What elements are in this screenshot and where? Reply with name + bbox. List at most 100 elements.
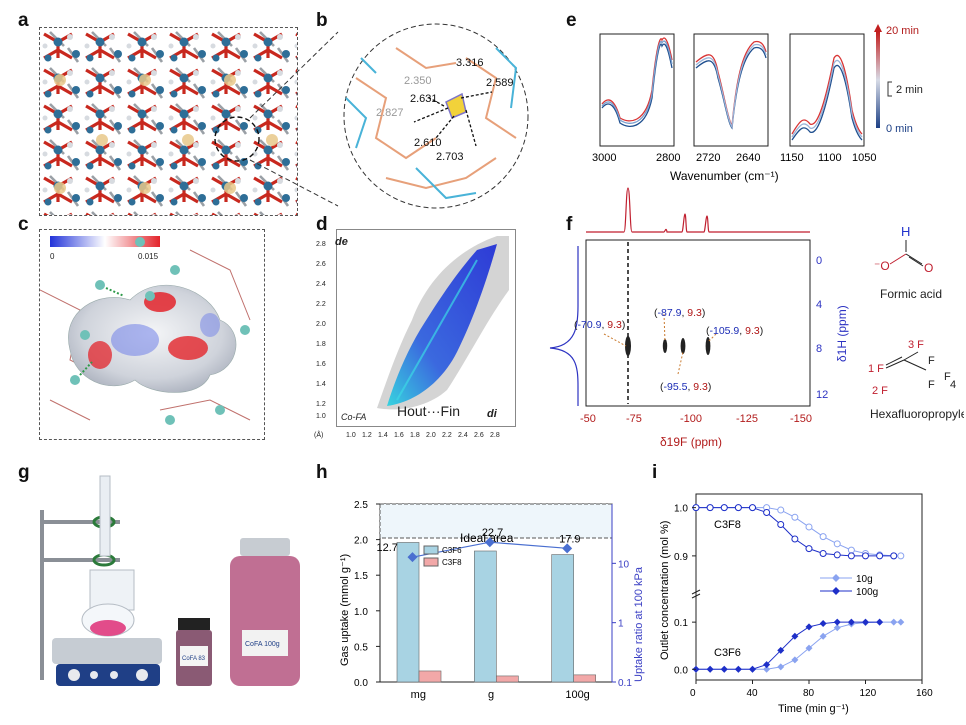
- point-c3f8-100g: [706, 504, 714, 512]
- panel-label-h: h: [316, 462, 328, 483]
- svg-text:3 F: 3 F: [908, 339, 924, 351]
- crystal-structure-svg: [40, 28, 297, 215]
- nmr-ytick: 0: [816, 255, 822, 267]
- point-c3f6-100g: [749, 665, 756, 673]
- x-tick-label: 40: [747, 688, 759, 699]
- bar-c3f8-100g: [573, 674, 596, 683]
- distance-label-3: 2.589: [486, 77, 514, 89]
- point-c3f8-100g: [890, 552, 898, 560]
- peak-label-4: (-95.5, 9.3): [660, 381, 711, 393]
- svg-text:F: F: [944, 371, 951, 383]
- panel-label-d: d: [316, 214, 328, 235]
- point-c3f8-100g: [862, 552, 869, 560]
- h-ylabel-right: Uptake ratio at 100 kPa: [633, 566, 645, 682]
- point-c3f8-100g: [791, 535, 799, 543]
- point-c3f6-10g: [833, 624, 841, 632]
- tick: 2.0: [426, 432, 436, 439]
- hfp-label: Hexafluoropropylene: [870, 407, 964, 421]
- tick: 2.0: [316, 321, 326, 328]
- distance-label-4: 2.631: [410, 93, 438, 105]
- bar-c3f8-g: [496, 675, 519, 683]
- nmr-xtick: -75: [626, 413, 642, 425]
- legend-label-c3f6: C3F6: [442, 546, 462, 555]
- right-tick-label: 1: [618, 619, 624, 630]
- bar-c3f8-mg: [418, 670, 442, 683]
- peak-label-1: (-70.9, 9.3): [574, 319, 625, 331]
- ir-tick: 2720: [696, 152, 720, 164]
- peak-4-f19: -95.5: [664, 381, 688, 393]
- y-tick-label: 0.0: [674, 665, 688, 676]
- axis-break: [691, 593, 701, 599]
- y-tick-label: 0.5: [354, 642, 368, 653]
- tick: 1.0: [316, 413, 326, 420]
- tick: 2.6: [474, 432, 484, 439]
- molecule-structures: H ⁻O O Formic acid 3 F 1 F 2 F F F F 4 H…: [868, 224, 964, 421]
- ir-tick: 1100: [818, 152, 842, 164]
- y-tick-label: 0.9: [674, 552, 688, 563]
- point-c3f8-10g: [805, 523, 813, 531]
- legend-marker-100g: [832, 587, 840, 595]
- atom-h: H: [901, 224, 910, 239]
- nmr-ytick: 12: [816, 389, 828, 401]
- ir-tick: 3000: [592, 152, 616, 164]
- formic-acid-structure: H ⁻O O: [874, 224, 933, 275]
- nmr-ytick: 4: [816, 299, 822, 311]
- c3f6-curve-label: C3F6: [714, 647, 741, 659]
- peak-2-h1: 9.3: [687, 307, 702, 319]
- point-c3f6-100g: [777, 646, 785, 654]
- zoom-detail: 3.316 2.350 2.589 2.631 2.827 2.610 2.70…: [343, 23, 529, 209]
- hirshfeld-surface-image: 0 0.015: [39, 229, 265, 440]
- legend-swatch-c3f8: [423, 557, 439, 567]
- fingerprint-plot: de di Co-FA Hout···Fin: [335, 229, 516, 427]
- y-tick-label: 1.0: [674, 504, 688, 515]
- point-c3f6-100g: [805, 623, 813, 631]
- ir-tick: 2640: [736, 152, 760, 164]
- tick: 1.6: [394, 432, 404, 439]
- point-c3f6-100g: [734, 665, 742, 673]
- legend-label-10g: 10g: [856, 574, 873, 585]
- ratio-label-100g: 17.9: [559, 533, 580, 545]
- point-c3f6-100g: [706, 665, 714, 673]
- big-jar-label: CoFA 100g: [245, 641, 280, 648]
- point-c3f6-10g: [890, 618, 898, 626]
- legend-marker-10g: [832, 574, 840, 582]
- ir-spectra: 3000 2800 2720 2640 1150 1100 1050 Waven…: [592, 33, 876, 183]
- ideal-area-label: Ideal area: [460, 531, 514, 545]
- bar-c3f6-g: [474, 550, 497, 683]
- point-c3f8-100g: [763, 508, 771, 516]
- peak-4-h1: 9.3: [693, 381, 708, 393]
- peak-1-h1: 9.3: [607, 319, 622, 331]
- point-c3f6-10g: [777, 663, 785, 671]
- panel-label-a: a: [18, 10, 29, 31]
- i-xlabel: Time (min g⁻¹): [778, 703, 849, 715]
- point-c3f6-10g: [763, 665, 771, 673]
- distance-label-2: 2.350: [404, 75, 432, 87]
- point-c3f6-100g: [847, 618, 855, 626]
- tick: 2.6: [316, 261, 326, 268]
- fingerprint-corner-text: Co-FA: [341, 412, 367, 422]
- tick: 1.0: [346, 432, 356, 439]
- y-tick-label: 1.5: [354, 571, 368, 582]
- panel-label-c: c: [18, 214, 29, 235]
- tick: 1.4: [378, 432, 388, 439]
- panel-label-f: f: [566, 214, 573, 235]
- ratio-label-mg: 12.7: [376, 542, 397, 554]
- point-c3f6-10g: [897, 618, 905, 626]
- ideal-area-band: [379, 503, 613, 539]
- tick: 1.8: [316, 341, 326, 348]
- hoesy-nmr: (-70.9, 9.3) (-87.9, 9.3) (-105.9, 9.3) …: [549, 187, 849, 449]
- nmr-xlabel: δ19F (ppm): [660, 435, 722, 449]
- x-tick-label: 120: [860, 688, 877, 699]
- x-tick-label: 80: [803, 688, 815, 699]
- atom-o: O: [924, 261, 933, 275]
- nmr-xtick: -125: [736, 413, 758, 425]
- bar-legend: C3F6 C3F8: [423, 545, 462, 567]
- fingerprint-y-label: de: [335, 236, 348, 248]
- small-jar-label: CoFA 83: [182, 656, 206, 662]
- formic-acid-label: Formic acid: [880, 287, 942, 301]
- panel-label-b: b: [316, 10, 328, 31]
- axis-break: [691, 589, 701, 595]
- x-tick-label: mg: [411, 689, 426, 701]
- panel-label-g: g: [18, 462, 30, 483]
- ratio-point-g: [484, 537, 495, 548]
